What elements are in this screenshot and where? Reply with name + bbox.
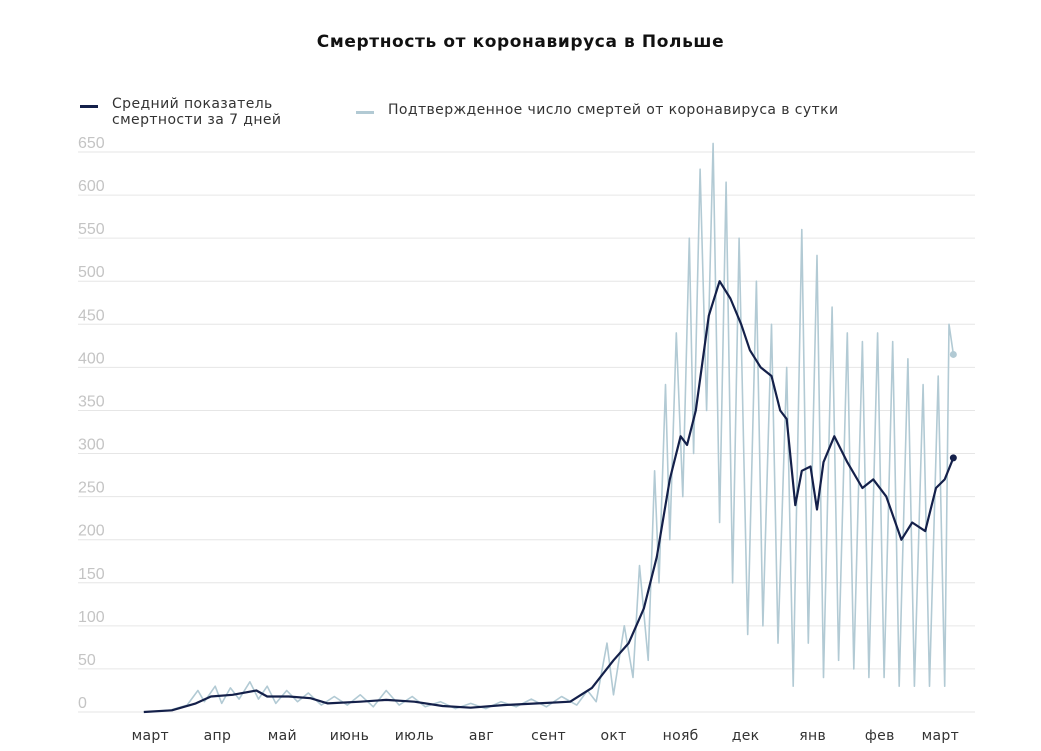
- x-tick-label: окт: [600, 728, 626, 744]
- x-tick-label: сент: [531, 728, 566, 744]
- x-tick-label: янв: [799, 728, 826, 744]
- x-tick-label: авг: [469, 728, 494, 744]
- series-line-daily: [143, 142, 955, 713]
- x-tick-label: фев: [865, 728, 895, 744]
- x-tick-label: март: [132, 728, 169, 744]
- y-tick-label: 500: [78, 264, 105, 281]
- x-tick-label: дек: [732, 728, 760, 744]
- x-tick-label: июнь: [330, 728, 370, 744]
- x-tick-label: май: [268, 728, 297, 744]
- y-tick-label: 250: [78, 480, 105, 497]
- y-tick-label: 0: [78, 695, 87, 712]
- y-tick-label: 50: [78, 652, 96, 669]
- legend-swatch-average: [80, 105, 98, 108]
- legend-swatch-daily: [356, 111, 374, 114]
- y-tick-label: 400: [78, 350, 105, 367]
- series-lines: [143, 142, 957, 714]
- y-tick-label: 550: [78, 221, 105, 238]
- y-tick-label: 150: [78, 566, 105, 583]
- y-tick-label: 450: [78, 307, 105, 324]
- y-tick-label: 300: [78, 437, 105, 454]
- x-tick-label: июль: [395, 728, 434, 744]
- y-tick-label: 650: [78, 135, 105, 152]
- x-axis-ticks: март апр май июнь июль авг сент окт нояб дек янв фе…: [132, 728, 959, 744]
- chart-title: Смертность от коронавируса в Польше: [316, 32, 725, 52]
- y-axis-ticks: 0 50 100 150 200 250 300 350 400 450 500 550 600 650: [78, 135, 105, 712]
- legend-item-daily: Подтвержденное число смертей от коронави…: [356, 102, 838, 118]
- gridlines: [78, 151, 975, 713]
- series-line-average: [143, 280, 955, 714]
- end-point-daily: [949, 350, 957, 358]
- legend-label-daily: Подтвержденное число смертей от коронави…: [388, 102, 839, 118]
- x-tick-label: нояб: [663, 728, 699, 744]
- y-tick-label: 350: [78, 393, 105, 410]
- end-point-average: [949, 454, 957, 462]
- x-tick-label: апр: [204, 728, 232, 744]
- y-tick-label: 200: [78, 523, 105, 540]
- legend-label-average: Средний показатель смертности за 7 дней: [112, 96, 282, 128]
- y-tick-label: 600: [78, 178, 105, 195]
- legend-item-average: Средний показатель смертности за 7 дней: [80, 96, 322, 128]
- y-tick-label: 100: [78, 609, 105, 626]
- x-tick-label: март: [922, 728, 959, 744]
